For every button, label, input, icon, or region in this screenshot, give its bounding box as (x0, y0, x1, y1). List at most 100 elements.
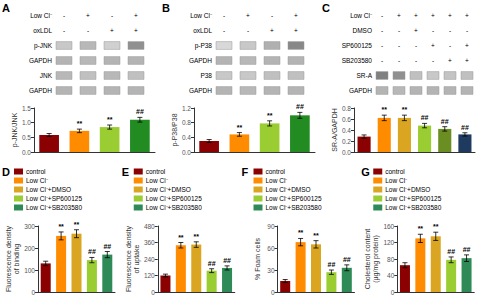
svg-text:GAPDH: GAPDH (29, 87, 52, 94)
svg-text:D: D (2, 166, 10, 178)
svg-text:% Foam cells: % Foam cells (254, 237, 261, 280)
svg-text:1.5: 1.5 (22, 105, 31, 112)
svg-text:Low Cl⁻+SB203580: Low Cl⁻+SB203580 (146, 204, 202, 211)
svg-text:Fluorescence density: Fluorescence density (125, 225, 133, 292)
svg-text:0.2: 0.2 (342, 138, 351, 145)
svg-text:GAPDH: GAPDH (29, 57, 52, 64)
svg-text:+: + (465, 42, 469, 49)
svg-text:Low Cl⁻+SB203580: Low Cl⁻+SB203580 (26, 204, 82, 211)
svg-text:0.0: 0.0 (182, 149, 191, 156)
svg-text:##: ## (447, 248, 455, 255)
svg-text:**: ** (74, 221, 80, 228)
svg-text:Low Cl⁻: Low Cl⁻ (350, 12, 372, 19)
svg-text:**: ** (178, 234, 184, 241)
svg-text:0.8: 0.8 (182, 119, 191, 126)
svg-text:oxLDL: oxLDL (33, 27, 52, 34)
svg-text:-: - (449, 27, 451, 34)
svg-text:+: + (414, 12, 418, 19)
svg-text:**: ** (402, 106, 408, 113)
svg-text:##: ## (88, 248, 96, 255)
svg-text:Low Cl⁻+SP600125: Low Cl⁻+SP600125 (146, 195, 202, 202)
svg-text:Low Cl⁻: Low Cl⁻ (266, 177, 288, 184)
svg-text:200: 200 (24, 245, 35, 252)
svg-text:-: - (398, 27, 400, 34)
svg-text:0.0: 0.0 (342, 149, 351, 156)
svg-text:control: control (266, 168, 286, 175)
svg-text:+: + (134, 27, 138, 34)
svg-text:-: - (449, 42, 451, 49)
svg-text:##: ## (461, 124, 469, 131)
svg-text:**: ** (433, 223, 439, 230)
svg-text:-: - (381, 12, 383, 19)
svg-text:SB203580: SB203580 (342, 57, 373, 64)
svg-text:##: ## (463, 246, 471, 253)
svg-text:+: + (448, 57, 452, 64)
svg-text:Low Cl⁻: Low Cl⁻ (30, 12, 52, 19)
svg-text:Low Cl⁻+DMSO: Low Cl⁻+DMSO (146, 186, 191, 193)
svg-text:**: ** (313, 232, 319, 239)
svg-text:Low Cl⁻+DMSO: Low Cl⁻+DMSO (26, 186, 71, 193)
svg-text:-: - (381, 27, 383, 34)
svg-text:300: 300 (24, 223, 35, 230)
svg-text:Low Cl⁻+SP600125: Low Cl⁻+SP600125 (385, 195, 441, 202)
svg-text:160: 160 (383, 223, 394, 230)
svg-text:60: 60 (267, 245, 275, 252)
svg-text:control: control (385, 168, 405, 175)
svg-text:0.8: 0.8 (342, 105, 351, 112)
svg-text:control: control (26, 168, 46, 175)
svg-text:oxLDL: oxLDL (193, 27, 212, 34)
svg-text:0: 0 (31, 289, 35, 296)
svg-text:-: - (223, 12, 225, 19)
svg-text:GAPDH: GAPDH (189, 57, 212, 64)
svg-text:40: 40 (387, 272, 395, 279)
svg-text:F: F (242, 166, 249, 178)
svg-text:##: ## (103, 243, 111, 250)
svg-text:**: ** (267, 112, 273, 119)
svg-text:240: 240 (144, 256, 155, 263)
svg-text:G: G (361, 166, 370, 178)
svg-text:Low Cl⁻+DMSO: Low Cl⁻+DMSO (385, 186, 430, 193)
svg-text:-: - (381, 42, 383, 49)
svg-text:GAPDH: GAPDH (189, 87, 212, 94)
svg-text:Low Cl⁻+DMSO: Low Cl⁻+DMSO (266, 186, 311, 193)
svg-text:-: - (87, 27, 89, 34)
svg-text:+: + (431, 42, 435, 49)
svg-text:**: ** (77, 120, 83, 127)
svg-text:-: - (466, 27, 468, 34)
svg-text:+: + (294, 12, 298, 19)
svg-text:+: + (414, 27, 418, 34)
svg-text:B: B (162, 2, 170, 14)
svg-text:E: E (122, 166, 129, 178)
svg-text:-: - (63, 12, 65, 19)
svg-text:480: 480 (144, 223, 155, 230)
svg-text:0: 0 (151, 289, 155, 296)
svg-text:-: - (111, 12, 113, 19)
svg-text:SR-A: SR-A (356, 72, 372, 79)
svg-text:0.6: 0.6 (342, 116, 351, 123)
svg-text:control: control (146, 168, 166, 175)
svg-text:80: 80 (387, 256, 395, 263)
svg-text:Fluorescence density: Fluorescence density (5, 225, 13, 292)
svg-text:-: - (63, 27, 65, 34)
svg-text:DMSO: DMSO (353, 27, 373, 34)
svg-text:0: 0 (271, 289, 275, 296)
svg-text:-: - (247, 27, 249, 34)
svg-text:p-P38: p-P38 (195, 42, 213, 50)
svg-text:-: - (415, 42, 417, 49)
svg-text:-: - (432, 57, 434, 64)
svg-text:p-JNK/JNK: p-JNK/JNK (11, 112, 19, 147)
svg-text:Low Cl⁻: Low Cl⁻ (26, 177, 48, 184)
svg-text:**: ** (237, 124, 243, 131)
svg-text:##: ## (441, 118, 449, 125)
svg-text:Low Cl⁻+SB203580: Low Cl⁻+SB203580 (385, 204, 441, 211)
svg-text:Low Cl⁻: Low Cl⁻ (190, 12, 212, 19)
svg-text:+: + (294, 27, 298, 34)
svg-text:+: + (448, 12, 452, 19)
svg-text:120: 120 (144, 272, 155, 279)
svg-text:+: + (465, 57, 469, 64)
svg-text:p-JNK: p-JNK (34, 42, 53, 50)
svg-text:JNK: JNK (40, 72, 53, 79)
svg-text:360: 360 (144, 239, 155, 246)
svg-text:-: - (223, 27, 225, 34)
svg-text:##: ## (328, 261, 336, 268)
